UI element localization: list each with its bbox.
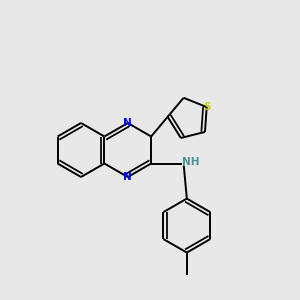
Text: NH: NH bbox=[182, 157, 200, 167]
Text: N: N bbox=[123, 118, 132, 128]
Text: S: S bbox=[203, 102, 210, 112]
Text: N: N bbox=[123, 172, 132, 182]
